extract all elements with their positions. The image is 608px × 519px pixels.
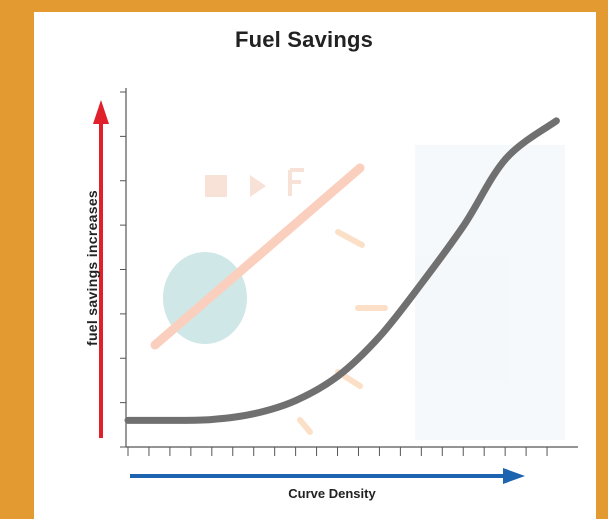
- gauge-mark: [335, 229, 365, 248]
- x-arrow-head: [503, 468, 525, 484]
- frame-border-top: [0, 0, 608, 12]
- frame-border-right: [596, 0, 608, 519]
- fuel-pump-icon: [205, 175, 227, 197]
- series-group: [124, 117, 560, 424]
- frame-border-left: [0, 0, 34, 519]
- gauge-needle: [150, 163, 365, 350]
- fuel-gauge-icon: [150, 145, 565, 440]
- background-panel: [415, 145, 565, 440]
- chart-title: Fuel Savings: [234, 27, 374, 52]
- fuel-full-mark: [288, 168, 304, 196]
- x-axis-label: Curve Density: [288, 486, 376, 501]
- fuel-arrow-icon: [250, 175, 266, 197]
- gauge-mark: [297, 417, 313, 435]
- y-arrow-head: [93, 100, 109, 124]
- arrows-group: [93, 100, 525, 484]
- y-axis-label: fuel savings increases: [84, 189, 100, 347]
- series-line: [124, 117, 560, 424]
- axes-group: [120, 88, 578, 456]
